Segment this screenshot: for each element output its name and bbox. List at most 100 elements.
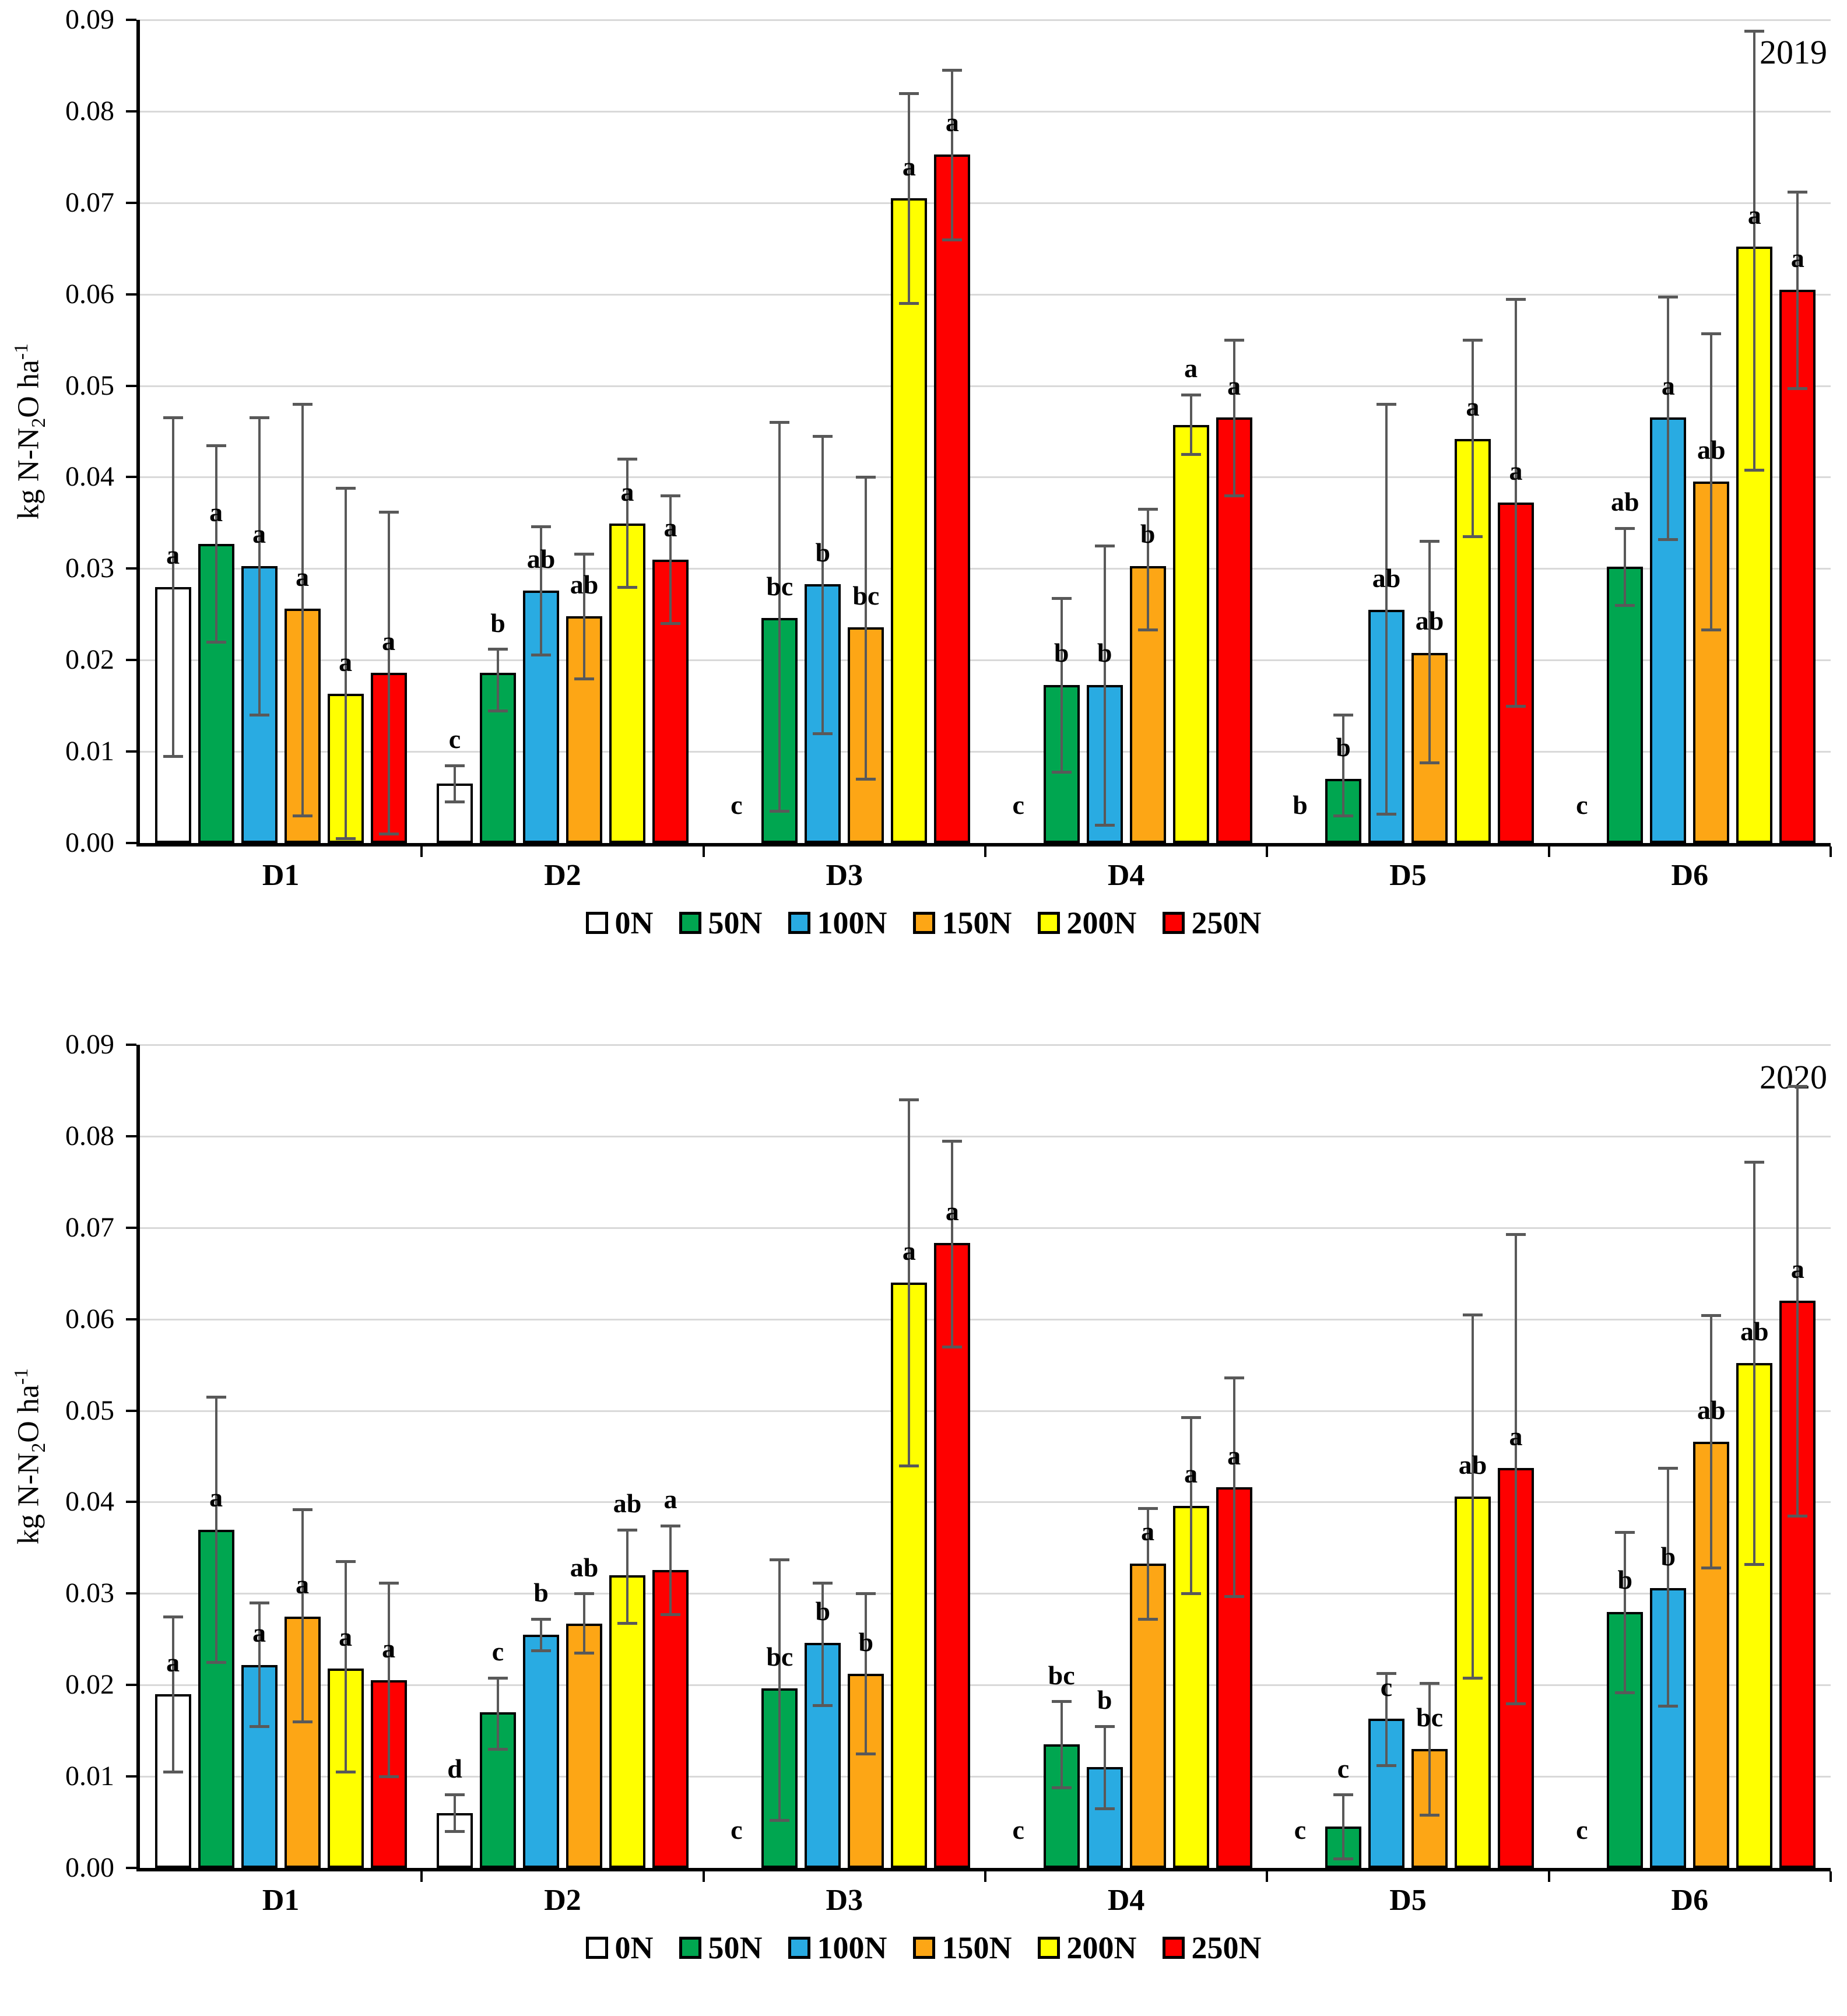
sig-letter-D5-0N: c	[1294, 1814, 1307, 1845]
bar-D3-250N	[934, 1243, 971, 1868]
bar-D2-100N	[523, 1634, 559, 1868]
error-bar-D5-150N	[1428, 1683, 1431, 1815]
gridline	[140, 1135, 1831, 1137]
sig-letter-D6-50N: b	[1617, 1565, 1633, 1595]
error-bar-cap-bottom	[445, 800, 465, 804]
gridline	[140, 202, 1831, 204]
legend-label-100N: 100N	[817, 1930, 887, 1965]
sig-letter-D1-200N: a	[339, 647, 353, 677]
legend-item-150N: 150N	[912, 1931, 1012, 1965]
error-bar-cap-top	[206, 444, 226, 447]
gridline	[140, 1684, 1831, 1687]
error-bar-cap-top	[531, 1618, 551, 1621]
error-bar-cap-top	[445, 764, 465, 767]
sig-letter-D5-250N: a	[1509, 456, 1523, 486]
bar-D4-50N	[1043, 1744, 1080, 1868]
x-axis	[136, 1868, 1831, 1871]
error-bar-cap-bottom	[1051, 770, 1072, 774]
sig-letter-D2-250N: a	[663, 512, 677, 543]
error-bar-cap-top	[1181, 1416, 1201, 1419]
gridline	[140, 1227, 1831, 1229]
gridline	[140, 385, 1831, 387]
sig-letter-D1-50N: a	[209, 1483, 223, 1513]
error-bar-cap-bottom	[1506, 704, 1526, 708]
gridline	[140, 751, 1831, 753]
gridline	[140, 19, 1831, 21]
sig-letter-D3-0N: c	[731, 1814, 743, 1845]
gridline	[140, 1318, 1831, 1320]
legend-label-150N: 150N	[942, 905, 1012, 940]
sig-letter-D2-100N: ab	[526, 543, 556, 574]
error-bar-cap-bottom	[1506, 1702, 1526, 1705]
y-tick-label: 0.06	[65, 278, 114, 310]
sig-letter-D3-200N: a	[902, 151, 916, 181]
error-bar-cap-bottom	[1744, 468, 1765, 472]
legend-swatch-0N	[585, 1937, 608, 1959]
error-bar-D2-150N	[583, 1593, 585, 1653]
sig-letter-D3-100N: b	[815, 1596, 831, 1626]
sig-letter-D3-250N: a	[945, 107, 959, 138]
sig-letter-D2-0N: c	[448, 723, 461, 754]
error-bar-cap-bottom	[249, 1725, 269, 1728]
error-bar-cap-bottom	[1744, 1563, 1765, 1567]
y-tick	[126, 1592, 136, 1595]
x-category-label: D3	[826, 859, 863, 892]
y-tick	[126, 1318, 136, 1320]
y-tick	[126, 201, 136, 204]
sig-letter-D3-0N: c	[731, 789, 743, 820]
y-tick-label: 0.05	[65, 370, 114, 401]
y-tick-label: 0.04	[65, 461, 114, 493]
error-bar-cap-bottom	[1224, 494, 1244, 497]
sig-letter-D6-0N: c	[1576, 1814, 1588, 1845]
error-bar-cap-bottom	[942, 1345, 963, 1348]
x-category-label: D2	[544, 1884, 581, 1917]
error-bar-cap-bottom	[770, 810, 790, 813]
error-bar-cap-top	[249, 1601, 269, 1605]
error-bar-cap-top	[1051, 1700, 1072, 1704]
error-bar-cap-top	[574, 553, 594, 556]
sig-letter-D1-0N: a	[166, 540, 180, 570]
error-bar-D2-0N	[454, 1794, 456, 1832]
legend: 0N 50N 100N 150N 200N 250N	[0, 906, 1847, 940]
error-bar-cap-bottom	[1094, 1807, 1115, 1811]
y-tick	[126, 384, 136, 387]
error-bar-cap-top	[1788, 190, 1808, 194]
sig-letter-D4-100N: b	[1097, 638, 1112, 668]
gridline	[140, 1593, 1831, 1595]
error-bar-cap-bottom	[1463, 1676, 1483, 1680]
sig-letter-D6-200N: ab	[1740, 1316, 1769, 1346]
sig-letter-D2-150N: ab	[570, 569, 599, 599]
sig-letter-D2-50N: c	[491, 1636, 504, 1666]
gridline	[140, 1501, 1831, 1504]
x-axis-tick	[1830, 847, 1832, 857]
gridline	[140, 1410, 1831, 1412]
error-bar-cap-bottom	[661, 1613, 680, 1617]
error-bar-cap-top	[249, 416, 269, 420]
error-bar-cap-top	[1224, 339, 1244, 342]
error-bar-cap-bottom	[1333, 814, 1353, 817]
y-tick	[126, 19, 136, 21]
error-bar-cap-bottom	[163, 1771, 183, 1774]
error-bar-cap-top	[1744, 29, 1765, 33]
sig-letter-D2-150N: ab	[570, 1552, 599, 1582]
error-bar-cap-bottom	[856, 1752, 876, 1755]
y-tick-label: 0.03	[65, 553, 114, 584]
sig-letter-D1-200N: a	[339, 1621, 353, 1652]
error-bar-D4-50N	[1060, 1701, 1063, 1787]
error-bar-cap-top	[378, 1581, 399, 1585]
legend-label-100N: 100N	[817, 905, 887, 940]
y-tick	[126, 567, 136, 570]
error-bar-cap-bottom	[1701, 1567, 1722, 1570]
sig-letter-D3-150N: b	[858, 1627, 874, 1657]
error-bar-cap-top	[163, 1615, 183, 1618]
year-label: 2020	[1760, 1058, 1827, 1096]
y-tick-label: 0.08	[65, 95, 114, 127]
error-bar-cap-bottom	[856, 778, 876, 781]
error-bar-D5-50N	[1342, 715, 1344, 816]
sig-letter-D4-0N: c	[1012, 1814, 1024, 1845]
error-bar-cap-bottom	[1420, 1814, 1439, 1817]
error-bar-cap-top	[488, 648, 508, 651]
error-bar-cap-top	[1137, 508, 1158, 511]
error-bar-D1-0N	[171, 417, 174, 756]
gridline	[140, 1044, 1831, 1046]
